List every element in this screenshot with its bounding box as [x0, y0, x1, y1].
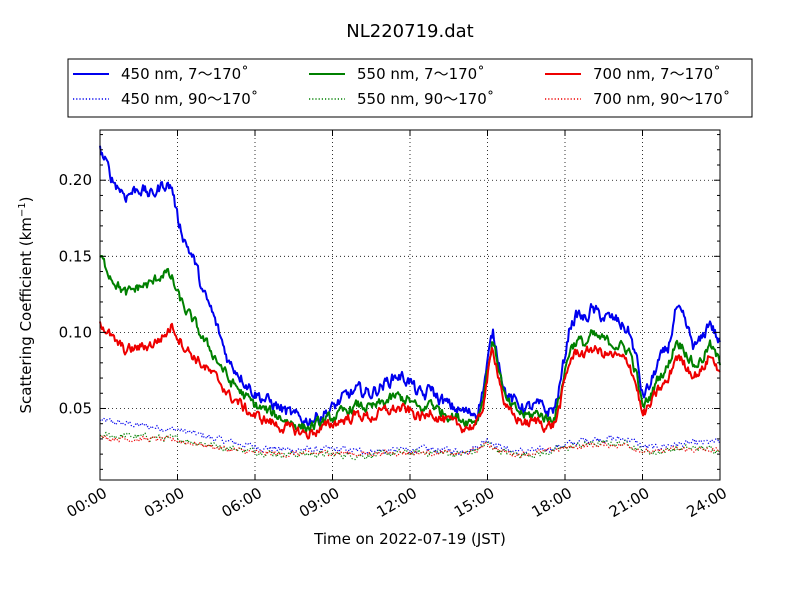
y-tick-label: 0.15	[59, 247, 92, 265]
x-tick-label: 24:00	[684, 484, 730, 521]
legend-label: 700 nm, 90～170˚	[593, 90, 730, 108]
x-tick-label: 09:00	[296, 484, 342, 521]
y-tick-label: 0.20	[59, 171, 92, 189]
legend: 450 nm, 7～170˚ 450 nm, 90～170˚ 550 nm, 7～1…	[67, 58, 753, 118]
legend-label: 550 nm, 90～170˚	[357, 90, 494, 108]
x-axis-label: Time on 2022-07-19 (JST)	[313, 530, 506, 548]
x-tick-label: 12:00	[374, 484, 420, 521]
axis-tick-labels: 00:00 03:00 06:00 09:00 12:00 15:00 18:00 21:00…	[59, 171, 730, 521]
y-tick-label: 0.05	[59, 399, 92, 417]
series-line	[99, 255, 721, 434]
y-tick-label: 0.10	[59, 323, 92, 341]
chart-title: NL220719.dat	[346, 21, 473, 42]
x-tick-label: 06:00	[219, 484, 265, 521]
legend-label: 700 nm, 7～170˚	[593, 65, 721, 83]
grid	[100, 130, 720, 480]
x-tick-label: 21:00	[606, 484, 652, 521]
x-tick-label: 15:00	[451, 484, 497, 521]
y-axis-label: Scattering Coefficient (km−1)	[17, 196, 35, 413]
y-axis-label-main: Scattering Coefficient (km	[17, 217, 35, 413]
series-layer	[99, 145, 721, 461]
x-tick-label: 18:00	[529, 484, 575, 521]
legend-label: 450 nm, 7～170˚	[121, 65, 249, 83]
legend-frame	[67, 58, 753, 118]
y-axis-label-end: )	[17, 196, 35, 202]
y-axis-label-sup: −1	[17, 202, 28, 217]
legend-entries: 450 nm, 7～170˚ 450 nm, 90～170˚ 550 nm, 7～1…	[73, 65, 730, 108]
series-line	[99, 321, 721, 440]
series-line	[99, 431, 721, 461]
series-line	[99, 417, 721, 455]
x-tick-label: 00:00	[64, 484, 110, 521]
x-tick-label: 03:00	[141, 484, 187, 521]
legend-label: 550 nm, 7～170˚	[357, 65, 485, 83]
series-line	[99, 145, 721, 427]
axis-ticks	[99, 130, 721, 480]
legend-label: 450 nm, 90～170˚	[121, 90, 258, 108]
